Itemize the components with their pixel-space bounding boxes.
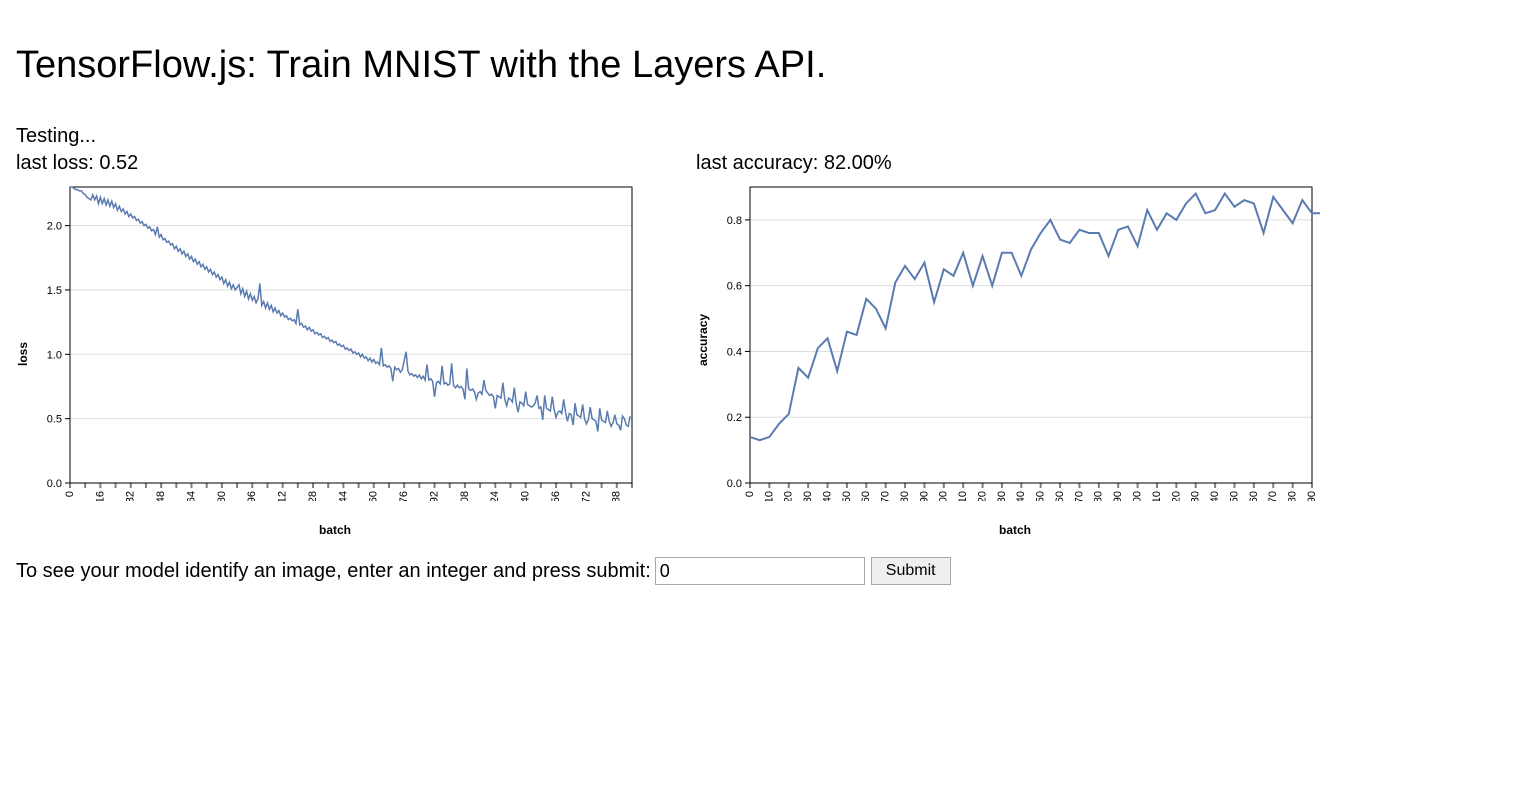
svg-text:190: 190 [1112,491,1124,501]
loss-chart-xlabel: batch [319,523,351,537]
svg-text:30: 30 [802,491,814,501]
loss-chart-caption: last loss: 0.52 [16,152,640,175]
svg-text:60: 60 [860,491,872,501]
status-text: Testing... [16,125,1516,148]
loss-chart-ylabel: loss [16,352,30,366]
svg-text:16: 16 [94,491,106,501]
svg-text:40: 40 [821,491,833,501]
svg-text:120: 120 [976,491,988,501]
svg-text:50: 50 [841,491,853,501]
svg-text:10: 10 [763,491,775,501]
svg-text:270: 270 [1267,491,1279,501]
svg-text:80: 80 [216,491,228,501]
svg-text:240: 240 [520,491,532,501]
svg-text:20: 20 [783,491,795,501]
accuracy-chart-xlabel: batch [999,523,1031,537]
svg-text:90: 90 [918,491,930,501]
svg-text:160: 160 [368,491,380,501]
svg-text:140: 140 [1015,491,1027,501]
svg-text:144: 144 [337,491,349,501]
svg-text:0.0: 0.0 [727,478,742,490]
svg-text:96: 96 [246,491,258,501]
svg-text:0.5: 0.5 [47,414,62,426]
svg-text:100: 100 [938,491,950,501]
accuracy-chart-block: last accuracy: 82.00% accuracy 0.0 0.2 0.4… [696,152,1320,537]
predict-prompt: To see your model identify an image, ent… [16,560,651,583]
svg-text:1.0: 1.0 [47,349,62,361]
accuracy-chart-caption: last accuracy: 82.00% [696,152,1320,175]
svg-text:240: 240 [1209,491,1221,501]
svg-text:230: 230 [1190,491,1202,501]
svg-text:180: 180 [1093,491,1105,501]
svg-text:220: 220 [1170,491,1182,501]
svg-text:70: 70 [880,491,892,501]
loss-chart-block: last loss: 0.52 loss 0.0 0.5 1.0 1.5 2.0 0 16 3… [16,152,640,537]
svg-text:160: 160 [1054,491,1066,501]
svg-text:48: 48 [155,491,167,501]
svg-text:224: 224 [489,491,501,501]
svg-text:0.2: 0.2 [727,412,742,424]
loss-chart: 0.0 0.5 1.0 1.5 2.0 0 16 32 48 64 80 96 112 128 144 160… [30,181,640,501]
svg-text:0.6: 0.6 [727,281,742,293]
svg-text:0: 0 [744,491,756,497]
svg-text:80: 80 [899,491,911,501]
svg-text:250: 250 [1228,491,1240,501]
svg-text:110: 110 [957,491,969,501]
svg-text:32: 32 [125,491,137,501]
svg-text:192: 192 [428,491,440,501]
image-index-input[interactable] [655,557,865,585]
accuracy-chart-ylabel: accuracy [696,352,710,366]
svg-text:280: 280 [1287,491,1299,501]
svg-text:288: 288 [611,491,623,501]
svg-text:208: 208 [459,491,471,501]
svg-text:200: 200 [1131,491,1143,501]
svg-text:150: 150 [1035,491,1047,501]
svg-text:0.0: 0.0 [47,478,62,490]
svg-text:0.8: 0.8 [727,215,742,227]
svg-text:130: 130 [996,491,1008,501]
svg-text:170: 170 [1073,491,1085,501]
svg-text:128: 128 [307,491,319,501]
charts-row: last loss: 0.52 loss 0.0 0.5 1.0 1.5 2.0 0 16 3… [16,152,1516,537]
svg-text:290: 290 [1306,491,1318,501]
page-title: TensorFlow.js: Train MNIST with the Laye… [16,44,1516,87]
svg-text:260: 260 [1248,491,1260,501]
svg-text:256: 256 [550,491,562,501]
submit-button[interactable]: Submit [871,557,951,585]
svg-text:0: 0 [64,491,76,497]
svg-text:0.4: 0.4 [727,346,742,358]
svg-text:64: 64 [185,491,197,501]
svg-text:272: 272 [580,491,592,501]
svg-text:1.5: 1.5 [47,285,62,297]
accuracy-chart: 0.0 0.2 0.4 0.6 0.8 0 10 20 30 40 50 60 70 80 90 100 110… [710,181,1320,501]
svg-text:210: 210 [1151,491,1163,501]
svg-text:176: 176 [398,491,410,501]
svg-text:112: 112 [277,491,289,501]
svg-text:2.0: 2.0 [47,221,62,233]
predict-input-row: To see your model identify an image, ent… [16,557,1516,585]
